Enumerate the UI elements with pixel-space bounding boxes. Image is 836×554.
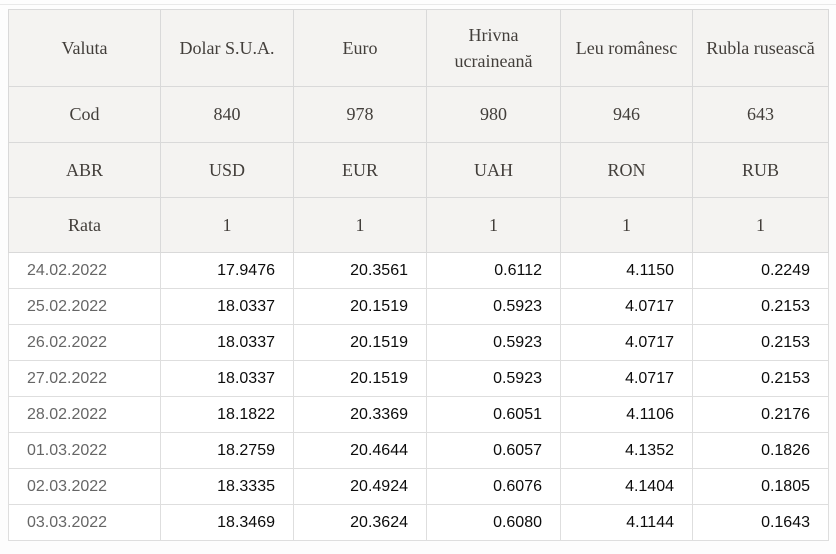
abbr-cell-usd: USD	[160, 142, 294, 198]
rate-cell-rub: 0.1826	[692, 432, 829, 469]
rate-cell-rub: 0.2176	[692, 396, 829, 433]
code-cell-usd: 840	[160, 86, 294, 143]
rate-cell-ron: 4.0717	[560, 360, 693, 397]
rate-cell-usd: 17.9476	[160, 252, 294, 289]
abbr-cell-rub: RUB	[692, 142, 829, 198]
rata-cell-eur: 1	[293, 197, 427, 253]
rate-cell-uah: 0.5923	[426, 288, 561, 325]
rate-cell-rub: 0.2153	[692, 288, 829, 325]
date-cell: 26.02.2022	[8, 324, 161, 361]
currency-header-rub: Rubla rusească	[692, 9, 829, 87]
rate-cell-eur: 20.4644	[293, 432, 427, 469]
data-row: 03.03.2022 18.3469 20.3624 0.6080 4.1144…	[8, 504, 829, 541]
rate-cell-rub: 0.2153	[692, 360, 829, 397]
rate-cell-eur: 20.4924	[293, 468, 427, 505]
data-row: 28.02.2022 18.1822 20.3369 0.6051 4.1106…	[8, 396, 829, 433]
rate-cell-uah: 0.5923	[426, 324, 561, 361]
rate-cell-eur: 20.3369	[293, 396, 427, 433]
header-row-abr: ABR USD EUR UAH RON RUB	[8, 142, 829, 198]
rate-cell-usd: 18.3469	[160, 504, 294, 541]
abbr-cell-eur: EUR	[293, 142, 427, 198]
data-row: 02.03.2022 18.3335 20.4924 0.6076 4.1404…	[8, 468, 829, 505]
rate-cell-usd: 18.3335	[160, 468, 294, 505]
currency-header-eur: Euro	[293, 9, 427, 87]
rate-cell-rub: 0.2249	[692, 252, 829, 289]
rate-cell-ron: 4.1106	[560, 396, 693, 433]
rate-cell-usd: 18.2759	[160, 432, 294, 469]
rata-cell-rub: 1	[692, 197, 829, 253]
data-row: 26.02.2022 18.0337 20.1519 0.5923 4.0717…	[8, 324, 829, 361]
header-label-valuta: Valuta	[8, 9, 161, 87]
rate-cell-usd: 18.0337	[160, 324, 294, 361]
top-divider	[0, 0, 836, 5]
rata-cell-uah: 1	[426, 197, 561, 253]
date-cell: 02.03.2022	[8, 468, 161, 505]
rate-cell-eur: 20.3561	[293, 252, 427, 289]
currency-header-uah: Hrivna ucraineană	[426, 9, 561, 87]
rate-cell-usd: 18.0337	[160, 360, 294, 397]
header-row-cod: Cod 840 978 980 946 643	[8, 86, 829, 143]
rate-cell-eur: 20.1519	[293, 360, 427, 397]
date-cell: 28.02.2022	[8, 396, 161, 433]
rate-cell-ron: 4.1144	[560, 504, 693, 541]
rate-cell-rub: 0.1805	[692, 468, 829, 505]
rate-cell-uah: 0.6112	[426, 252, 561, 289]
rate-cell-uah: 0.5923	[426, 360, 561, 397]
date-cell: 24.02.2022	[8, 252, 161, 289]
code-cell-eur: 978	[293, 86, 427, 143]
rate-cell-rub: 0.2153	[692, 324, 829, 361]
rate-cell-ron: 4.0717	[560, 324, 693, 361]
date-cell: 25.02.2022	[8, 288, 161, 325]
data-row: 25.02.2022 18.0337 20.1519 0.5923 4.0717…	[8, 288, 829, 325]
header-label-cod: Cod	[8, 86, 161, 143]
header-label-rata: Rata	[8, 197, 161, 253]
code-cell-ron: 946	[560, 86, 693, 143]
rate-cell-uah: 0.6051	[426, 396, 561, 433]
rate-cell-ron: 4.1150	[560, 252, 693, 289]
data-row: 27.02.2022 18.0337 20.1519 0.5923 4.0717…	[8, 360, 829, 397]
rate-cell-eur: 20.3624	[293, 504, 427, 541]
abbr-cell-ron: RON	[560, 142, 693, 198]
date-cell: 01.03.2022	[8, 432, 161, 469]
exchange-rate-table: Valuta Dolar S.U.A. Euro Hrivna ucrainea…	[8, 9, 829, 541]
rate-cell-ron: 4.1404	[560, 468, 693, 505]
rate-cell-uah: 0.6076	[426, 468, 561, 505]
data-row: 24.02.2022 17.9476 20.3561 0.6112 4.1150…	[8, 252, 829, 289]
header-row-valuta: Valuta Dolar S.U.A. Euro Hrivna ucrainea…	[8, 9, 829, 87]
rata-cell-ron: 1	[560, 197, 693, 253]
date-cell: 03.03.2022	[8, 504, 161, 541]
header-row-rata: Rata 1 1 1 1 1	[8, 197, 829, 253]
currency-header-ron: Leu românesc	[560, 9, 693, 87]
rate-cell-eur: 20.1519	[293, 324, 427, 361]
rate-cell-rub: 0.1643	[692, 504, 829, 541]
date-cell: 27.02.2022	[8, 360, 161, 397]
rate-cell-ron: 4.1352	[560, 432, 693, 469]
header-label-abr: ABR	[8, 142, 161, 198]
code-cell-rub: 643	[692, 86, 829, 143]
rata-cell-usd: 1	[160, 197, 294, 253]
data-row: 01.03.2022 18.2759 20.4644 0.6057 4.1352…	[8, 432, 829, 469]
rate-cell-usd: 18.1822	[160, 396, 294, 433]
currency-header-usd: Dolar S.U.A.	[160, 9, 294, 87]
rate-cell-ron: 4.0717	[560, 288, 693, 325]
rate-cell-usd: 18.0337	[160, 288, 294, 325]
rate-cell-uah: 0.6057	[426, 432, 561, 469]
abbr-cell-uah: UAH	[426, 142, 561, 198]
rate-cell-eur: 20.1519	[293, 288, 427, 325]
code-cell-uah: 980	[426, 86, 561, 143]
rate-cell-uah: 0.6080	[426, 504, 561, 541]
